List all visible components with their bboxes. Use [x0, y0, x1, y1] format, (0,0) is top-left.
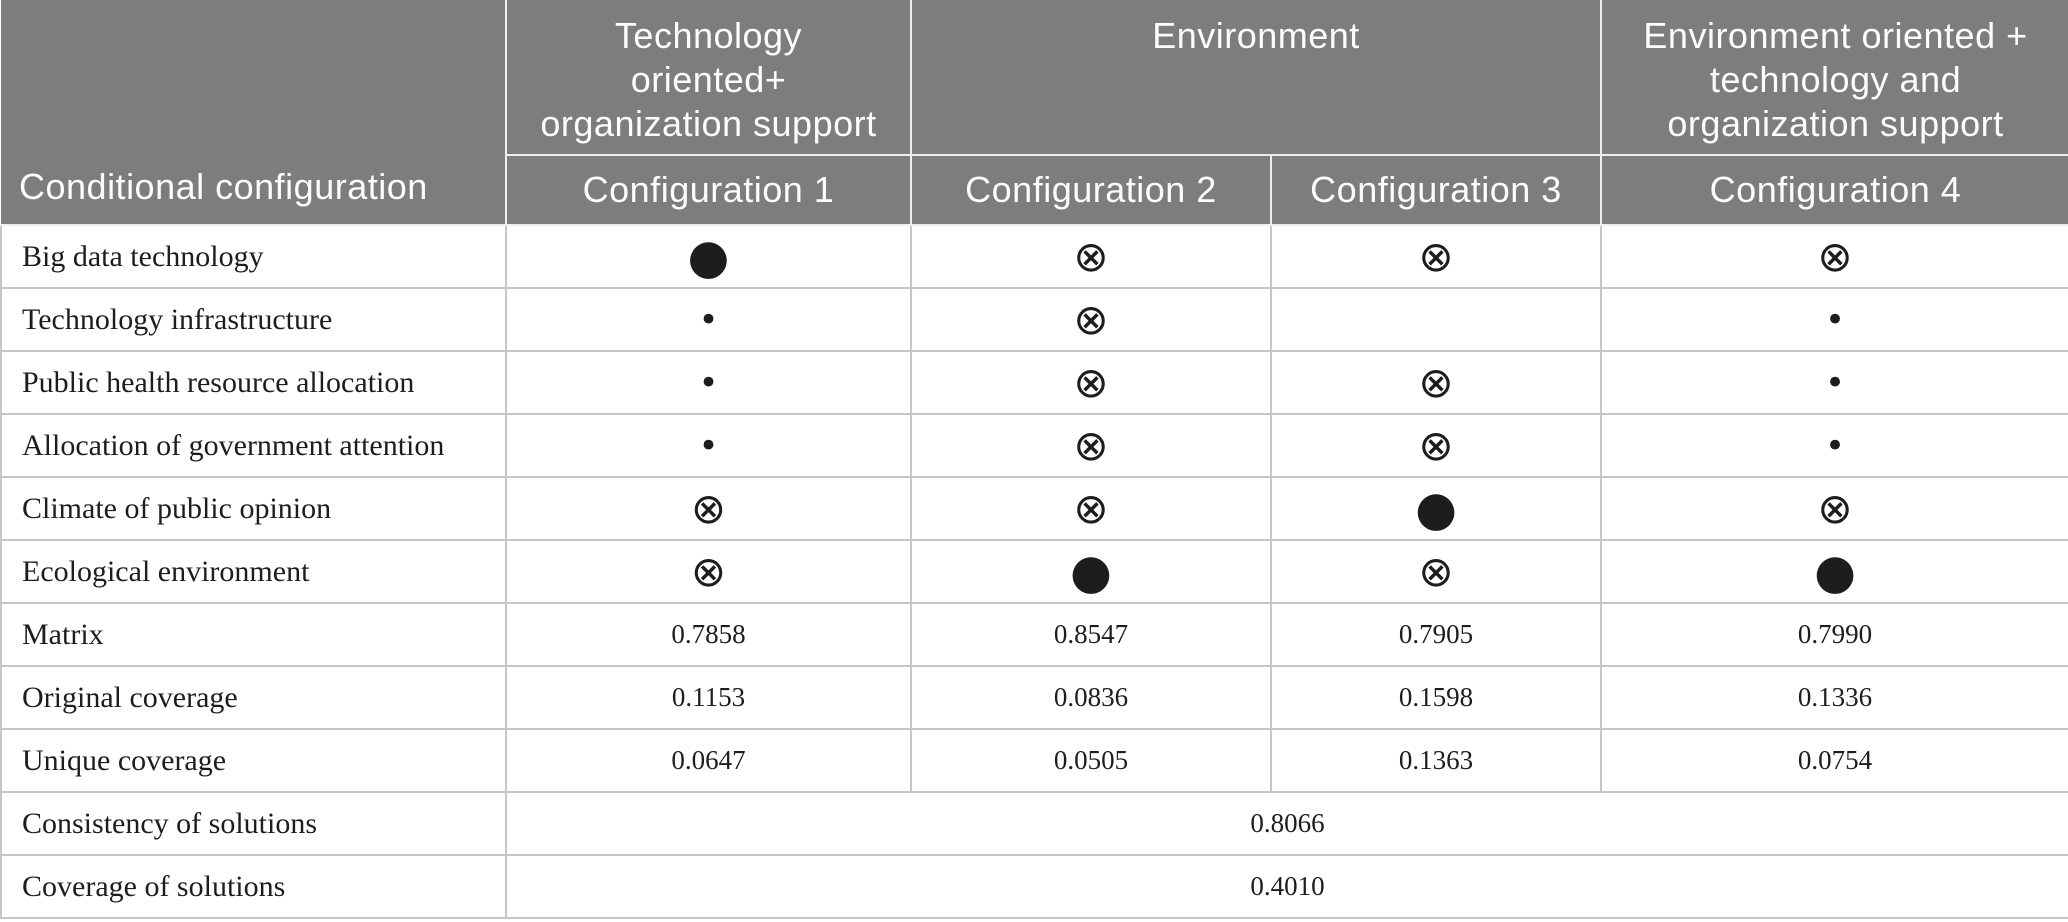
metric-value-cell: 0.1153: [505, 665, 912, 730]
config-column-header-4: Configuration 4: [1600, 154, 2068, 226]
metric-value-cell: 0.1363: [1269, 728, 1603, 793]
metric-value-cell: 0.7990: [1600, 602, 2068, 667]
condition-symbol-cell: ⊗: [910, 287, 1272, 352]
condition-symbol-cell: ●: [1600, 539, 2068, 604]
row-label: Matrix: [0, 602, 507, 667]
condition-symbol-cell: ⊗: [1269, 224, 1603, 289]
condition-symbol-cell: •: [505, 413, 912, 478]
column-group-header-technology: Technology oriented+ organization suppor…: [505, 0, 912, 156]
condition-symbol-cell: •: [505, 287, 912, 352]
metric-value-cell: 0.0754: [1600, 728, 2068, 793]
condition-symbol-cell: ⊗: [910, 476, 1272, 541]
column-group-header-environment-technology: Environment oriented + technology and or…: [1600, 0, 2068, 156]
summary-value-cell: 0.8066: [504, 791, 2068, 856]
table-row: Unique coverage 0.0647 0.0505 0.1363 0.0…: [0, 728, 2068, 793]
table-row: Coverage of solutions 0.4010: [0, 854, 2068, 919]
table-row: Original coverage 0.1153 0.0836 0.1598 0…: [0, 665, 2068, 730]
condition-symbol-cell: ●: [910, 539, 1272, 604]
condition-symbol-cell: •: [505, 350, 912, 415]
metric-value-cell: 0.0647: [505, 728, 912, 793]
metric-value-cell: 0.0505: [910, 728, 1272, 793]
condition-symbol-cell: ⊗: [910, 413, 1272, 478]
row-label: Public health resource allocation: [0, 350, 507, 415]
corner-header-cell: Conditional configuration: [1, 0, 507, 226]
condition-symbol-cell: •: [1600, 413, 2068, 478]
config-column-header-1: Configuration 1: [506, 154, 912, 226]
table-row: Allocation of government attention • ⊗ ⊗…: [0, 413, 2068, 478]
metric-value-cell: 0.7905: [1269, 602, 1603, 667]
table-row: Ecological environment ⊗ ● ⊗ ●: [0, 539, 2068, 604]
table-row: Climate of public opinion ⊗ ⊗ ● ⊗: [0, 476, 2068, 541]
table-row: Conditional configuration Technology ori…: [1, 0, 2068, 226]
row-label: Climate of public opinion: [0, 476, 507, 541]
condition-symbol-cell: ⊗: [505, 539, 912, 604]
summary-value-cell: 0.4010: [504, 854, 2068, 919]
row-label: Original coverage: [0, 665, 507, 730]
table-row: Big data technology ● ⊗ ⊗ ⊗: [0, 224, 2068, 289]
row-label: Allocation of government attention: [0, 413, 507, 478]
metric-value-cell: 0.8547: [910, 602, 1272, 667]
condition-symbol-cell: •: [1600, 287, 2068, 352]
condition-symbol-cell: ⊗: [910, 224, 1272, 289]
metric-value-cell: 0.1598: [1269, 665, 1603, 730]
table-row: Matrix 0.7858 0.8547 0.7905 0.7990: [0, 602, 2068, 667]
table-row: Consistency of solutions 0.8066: [0, 791, 2068, 856]
condition-symbol-cell: ●: [505, 224, 912, 289]
condition-symbol-cell: ⊗: [1269, 350, 1603, 415]
metric-value-cell: 0.7858: [505, 602, 912, 667]
column-group-header-environment: Environment: [909, 0, 1603, 156]
metric-value-cell: 0.0836: [910, 665, 1272, 730]
row-label: Consistency of solutions: [0, 791, 507, 856]
condition-symbol-cell: ⊗: [505, 476, 912, 541]
condition-symbol-cell: •: [1600, 350, 2068, 415]
table-row: Configuration 1 Configuration 2 Configur…: [1, 154, 2068, 226]
table-body: Big data technology ● ⊗ ⊗ ⊗ Technology i…: [0, 224, 2068, 919]
row-label: Technology infrastructure: [0, 287, 507, 352]
condition-symbol-cell: ●: [1269, 476, 1603, 541]
table-row: Technology infrastructure • ⊗ •: [0, 287, 2068, 352]
row-label: Coverage of solutions: [0, 854, 507, 919]
condition-symbol-cell: ⊗: [1269, 413, 1603, 478]
row-label: Big data technology: [0, 224, 507, 289]
condition-symbol-cell: [1269, 287, 1603, 352]
metric-value-cell: 0.1336: [1600, 665, 2068, 730]
table-row: Public health resource allocation • ⊗ ⊗ …: [0, 350, 2068, 415]
condition-symbol-cell: ⊗: [1269, 539, 1603, 604]
condition-symbol-cell: ⊗: [1600, 476, 2068, 541]
config-column-header-2: Configuration 2: [910, 154, 1272, 226]
config-column-header-3: Configuration 3: [1269, 154, 1603, 226]
condition-symbol-cell: ⊗: [1600, 224, 2068, 289]
row-label: Unique coverage: [0, 728, 507, 793]
row-label: Ecological environment: [0, 539, 507, 604]
condition-symbol-cell: ⊗: [910, 350, 1272, 415]
table-header: Conditional configuration Technology ori…: [1, 0, 2068, 226]
